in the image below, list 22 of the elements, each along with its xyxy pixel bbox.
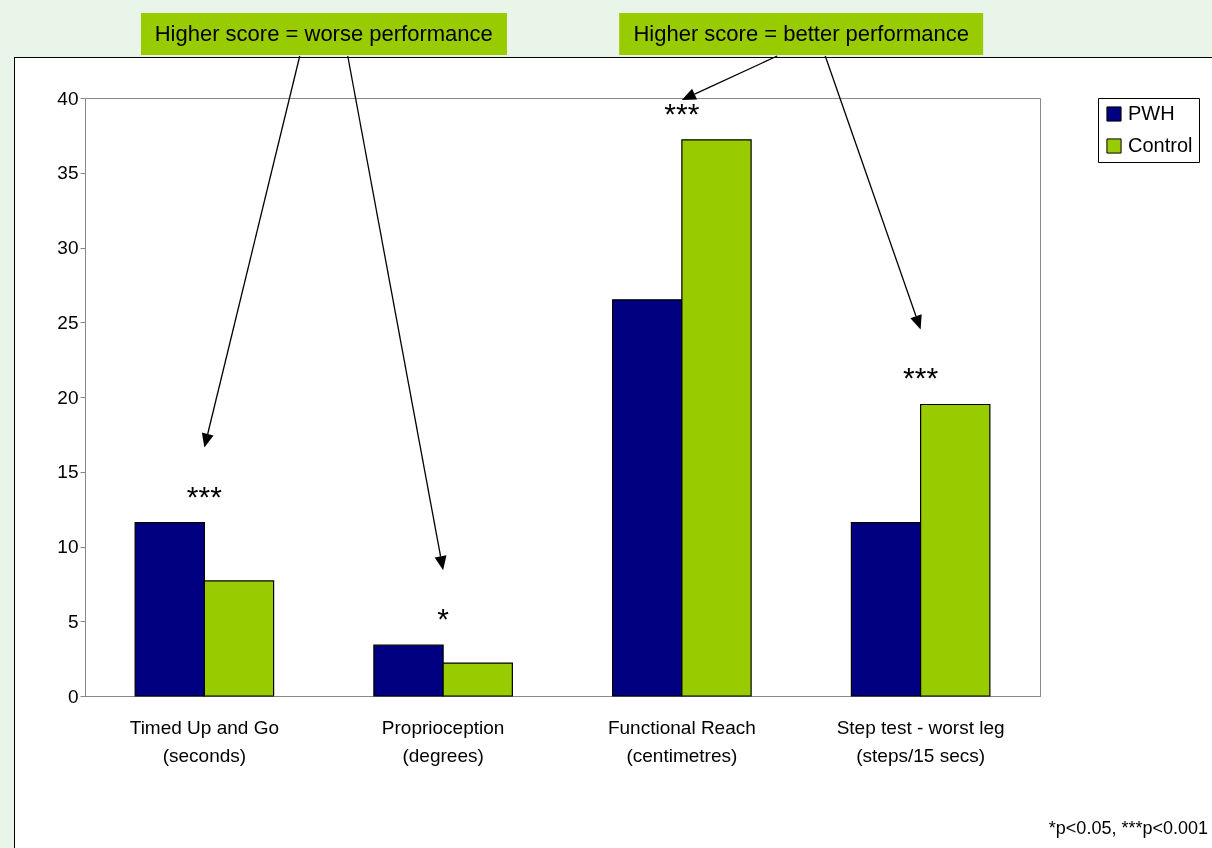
y-tick-label: 0 [67,685,79,707]
y-tick-label: 30 [57,237,79,258]
x-tick-label: Functional Reach (centimetres) [607,716,756,766]
legend-label: PWH [1128,102,1175,124]
text: Higher score = worse performance [140,13,507,55]
text: *p<0.05, ***p<0.001 [1048,818,1208,839]
y-tick-label: 20 [57,386,79,408]
legend-label: Control [1128,134,1193,156]
annotation: * [437,602,450,636]
text: Higher score = better performance [619,13,984,55]
x-tick-label: Timed Up and Go (seconds) [129,716,280,766]
annotation: *** [186,479,223,513]
y-tick-label: 25 [57,311,79,333]
y-tick-label: 35 [57,162,79,184]
y-tick-label: 15 [57,461,79,483]
y-tick-label: 40 [57,87,79,109]
x-tick-label: Step test - worst leg (steps/15 secs) [836,716,1005,766]
x-tick-label: Proprioception (degrees) [381,716,505,766]
annotation: *** [903,361,939,395]
y-tick-label: 10 [57,536,79,557]
annotation: *** [664,96,700,130]
y-tick-label: 5 [67,610,79,632]
